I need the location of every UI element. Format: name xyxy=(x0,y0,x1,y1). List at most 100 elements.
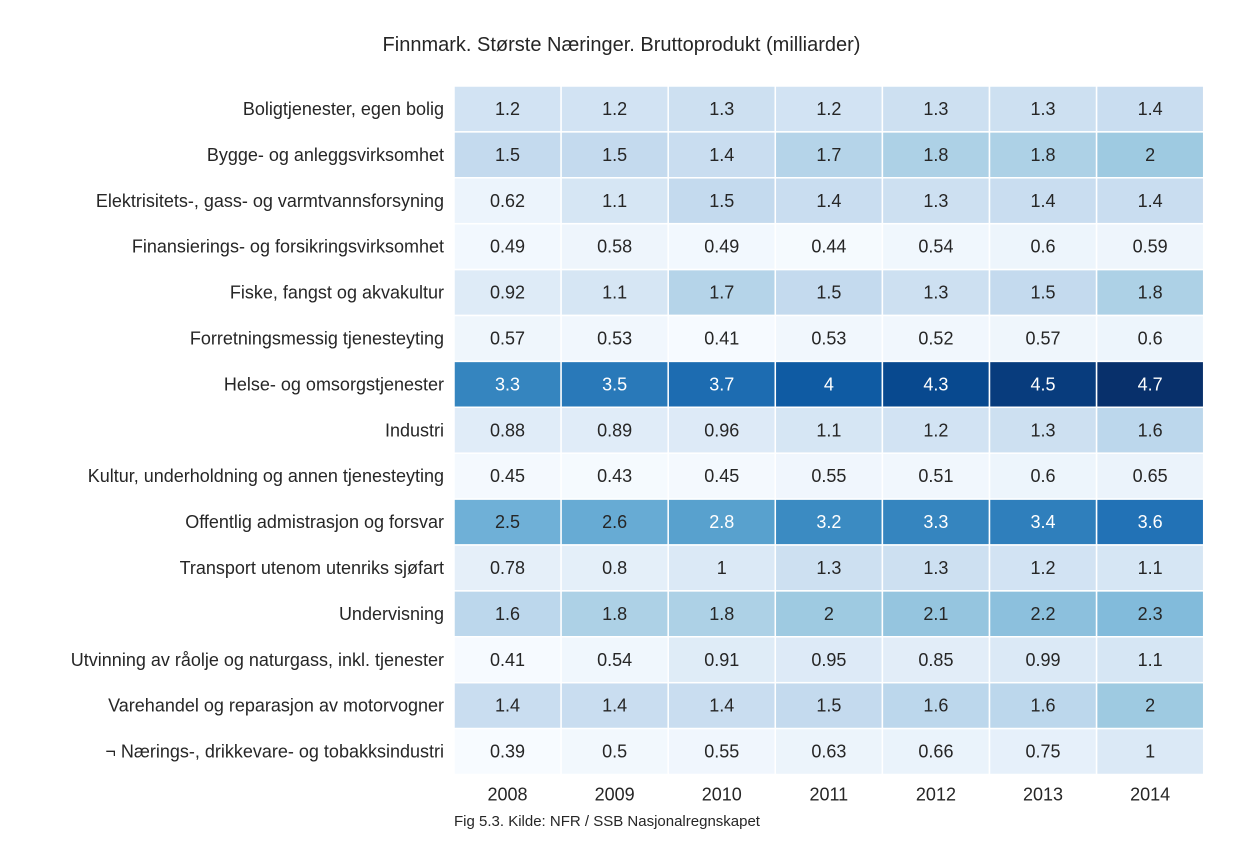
cell-value-label: 1.4 xyxy=(1031,191,1056,211)
cell-value-label: 1.6 xyxy=(1138,420,1163,440)
cell-value-label: 0.52 xyxy=(918,328,953,348)
heatmap-cell xyxy=(1095,360,1205,409)
heatmap-cell xyxy=(667,268,777,317)
heatmap-cell xyxy=(1095,85,1205,133)
heatmap-cell xyxy=(667,222,777,271)
heatmap-cell xyxy=(453,406,562,454)
heatmap-cell xyxy=(453,177,562,225)
heatmap-cell xyxy=(1095,681,1205,730)
cell-value-label: 0.6 xyxy=(1031,466,1056,486)
heatmap-cell xyxy=(1095,544,1205,592)
heatmap-cell xyxy=(560,131,669,179)
heatmap-cell xyxy=(560,360,669,409)
cell-value-label: 1.5 xyxy=(709,191,734,211)
cell-value-label: 2.8 xyxy=(709,512,734,532)
heatmap-cell xyxy=(774,681,884,730)
y-tick-label: Utvinning av råolje og naturgass, inkl. … xyxy=(71,650,444,670)
cell-value-label: 0.65 xyxy=(1133,466,1168,486)
cell-value-label: 3.4 xyxy=(1031,512,1056,532)
cell-value-label: 0.6 xyxy=(1138,328,1163,348)
cell-value-label: 0.41 xyxy=(490,650,525,670)
cell-value-label: 1.8 xyxy=(1138,283,1163,303)
x-tick-label: 2012 xyxy=(916,785,956,805)
heatmap-cell xyxy=(881,85,991,133)
heatmap-cell xyxy=(988,222,1098,271)
cell-value-label: 1.6 xyxy=(1031,696,1056,716)
heatmap-cell xyxy=(881,727,991,776)
cell-value-label: 1.7 xyxy=(709,283,734,303)
cell-value-label: 1.8 xyxy=(709,604,734,624)
cell-value-label: 1.2 xyxy=(602,99,627,119)
heatmap-cell xyxy=(774,498,884,546)
y-tick-label: Bygge- og anleggsvirksomhet xyxy=(207,145,444,165)
cell-value-label: 1.3 xyxy=(923,283,948,303)
heatmap-cell xyxy=(560,406,669,454)
cell-value-label: 1.1 xyxy=(1138,558,1163,578)
heatmap-cell xyxy=(453,360,562,409)
cell-value-label: 4.7 xyxy=(1138,374,1163,394)
cell-value-label: 0.55 xyxy=(811,466,846,486)
cell-value-label: 1.5 xyxy=(816,283,841,303)
cell-value-label: 0.51 xyxy=(918,466,953,486)
heatmap-cell xyxy=(988,544,1098,592)
x-tick-label: 2014 xyxy=(1130,785,1170,805)
cell-value-label: 1.2 xyxy=(495,99,520,119)
cell-value-label: 1 xyxy=(717,558,727,578)
cell-value-label: 0.53 xyxy=(597,328,632,348)
heatmap-cell xyxy=(1095,452,1205,500)
y-tick-label: Forretningsmessig tjenesteyting xyxy=(190,328,444,348)
y-tick-label: Varehandel og reparasjon av motorvogner xyxy=(108,696,444,716)
cell-value-label: 0.49 xyxy=(490,237,525,257)
cell-value-label: 1.1 xyxy=(602,283,627,303)
cell-value-label: 2.6 xyxy=(602,512,627,532)
cell-value-label: 4 xyxy=(824,374,834,394)
cell-value-label: 0.57 xyxy=(490,328,525,348)
cell-value-label: 2 xyxy=(1145,145,1155,165)
heatmap-cell xyxy=(453,314,562,363)
cell-value-label: 1.5 xyxy=(602,145,627,165)
heatmap-cell xyxy=(881,268,991,317)
y-tick-label: Fiske, fangst og akvakultur xyxy=(230,283,444,303)
heatmap-cell xyxy=(1095,314,1205,363)
heatmap-cell xyxy=(453,498,562,546)
heatmap-cell xyxy=(667,544,777,592)
cell-value-label: 3.2 xyxy=(816,512,841,532)
cell-value-label: 0.41 xyxy=(704,328,739,348)
cell-value-label: 1.6 xyxy=(495,604,520,624)
cell-value-label: 1.4 xyxy=(1138,191,1163,211)
cell-value-label: 1.4 xyxy=(709,145,734,165)
x-tick-label: 2008 xyxy=(488,785,528,805)
heatmap-cell xyxy=(667,314,777,363)
heatmap-cell xyxy=(453,131,562,179)
heatmap-cell xyxy=(1095,131,1205,179)
x-tick-label: 2010 xyxy=(702,785,742,805)
chart-title: Finnmark. Største Næringer. Bruttoproduk… xyxy=(382,34,861,56)
heatmap-cell xyxy=(774,222,884,271)
cell-value-label: 0.53 xyxy=(811,328,846,348)
cell-value-label: 1.2 xyxy=(1031,558,1056,578)
cell-value-label: 0.89 xyxy=(597,420,632,440)
cell-value-label: 0.43 xyxy=(597,466,632,486)
cell-value-label: 2.1 xyxy=(923,604,948,624)
heatmap-cell xyxy=(667,727,777,776)
cell-value-label: 1.3 xyxy=(816,558,841,578)
y-tick-label: Undervisning xyxy=(339,604,444,624)
cell-value-label: 3.6 xyxy=(1138,512,1163,532)
cell-value-label: 2.3 xyxy=(1138,604,1163,624)
heatmap-cell xyxy=(453,636,562,684)
heatmap-cell xyxy=(1095,222,1205,271)
cell-value-label: 1.4 xyxy=(495,696,520,716)
cell-value-label: 1.8 xyxy=(602,604,627,624)
cell-value-label: 1.4 xyxy=(709,696,734,716)
cell-value-label: 0.57 xyxy=(1026,328,1061,348)
heatmap-cell xyxy=(988,360,1098,409)
heatmap-cell xyxy=(453,222,562,271)
heatmap-cell xyxy=(1095,268,1205,317)
heatmap-cell xyxy=(988,406,1098,454)
cell-value-label: 0.55 xyxy=(704,742,739,762)
cell-value-label: 1.3 xyxy=(923,191,948,211)
cell-value-label: 1.8 xyxy=(923,145,948,165)
cell-value-label: 1.5 xyxy=(816,696,841,716)
heatmap-cell xyxy=(667,406,777,454)
